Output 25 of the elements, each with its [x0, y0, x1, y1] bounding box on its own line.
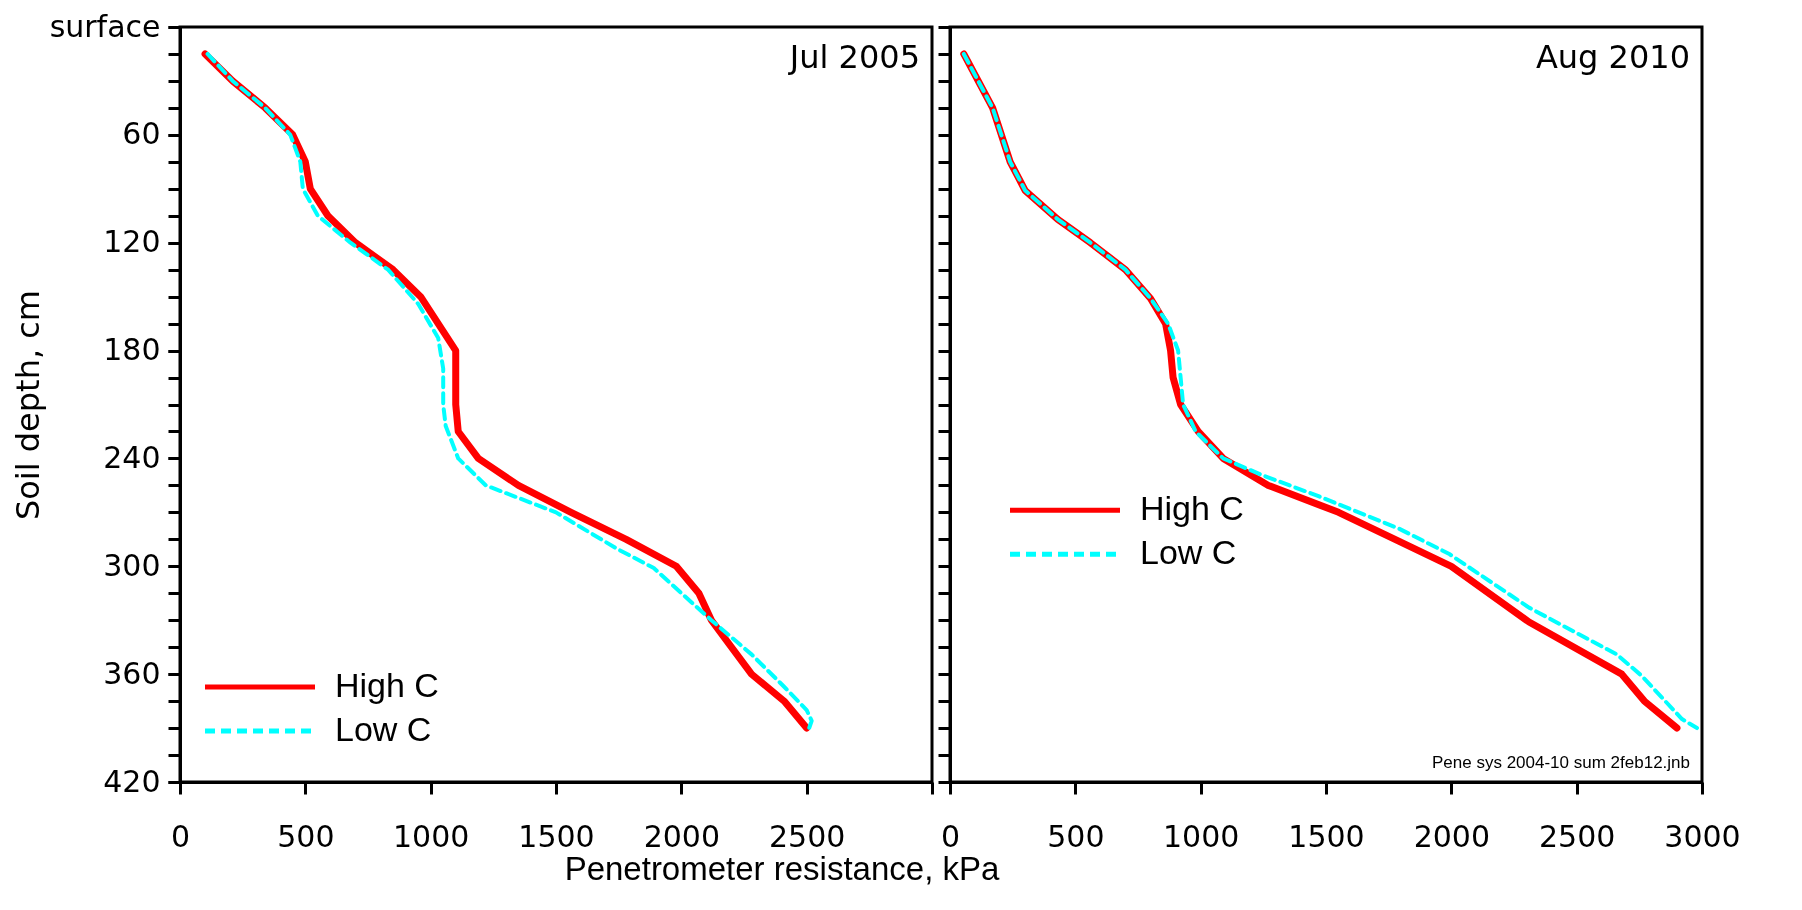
y-axis-title: Soil depth, cm: [8, 289, 47, 521]
x-tick-label: 2000: [1413, 818, 1491, 854]
y-tick-label: 60: [122, 116, 161, 152]
legend-label: High C: [1140, 489, 1244, 528]
legend-label: Low C: [1140, 533, 1237, 572]
annotation: Pene sys 2004-10 sum 2feb12.jnb: [1431, 753, 1690, 772]
y-tick-label: 240: [103, 439, 161, 475]
x-tick-label: 1000: [1162, 818, 1240, 854]
x-tick-label: 2500: [1538, 818, 1616, 854]
x-tick-label: 500: [277, 818, 335, 854]
y-tick-label: 420: [103, 763, 161, 799]
x-tick-label: 0: [170, 818, 191, 854]
y-tick-label: 180: [103, 332, 161, 368]
y-tick-label: surface: [49, 8, 161, 44]
y-tick-label: 120: [103, 224, 161, 260]
annotation: Aug 2010: [1535, 38, 1690, 76]
legend-label: High C: [335, 666, 439, 704]
x-tick-label: 1500: [1288, 818, 1365, 854]
annotation: Jul 2005: [787, 38, 920, 76]
legend-label: Low C: [335, 710, 432, 748]
y-tick-label: 300: [103, 547, 161, 583]
x-tick-label: 3000: [1664, 818, 1741, 854]
x-tick-label: 500: [1047, 818, 1105, 854]
y-tick-label: 360: [103, 655, 161, 691]
x-tick-label: 1000: [392, 818, 470, 854]
